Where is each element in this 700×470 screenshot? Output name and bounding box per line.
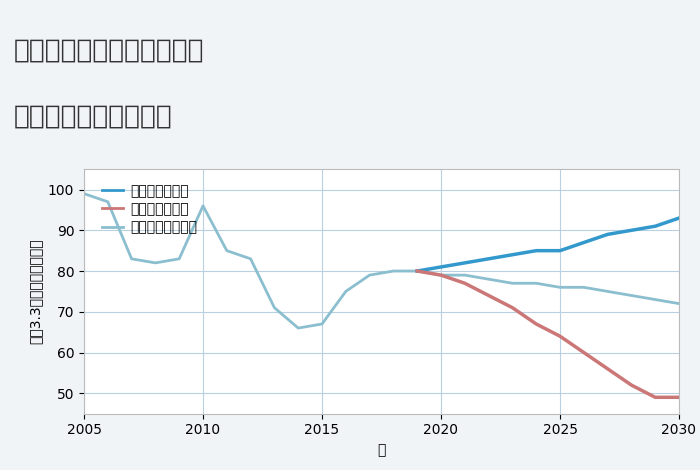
Y-axis label: 坪（3.3㎡）単価（万円）: 坪（3.3㎡）単価（万円） bbox=[28, 239, 42, 344]
X-axis label: 年: 年 bbox=[377, 443, 386, 457]
Text: 中古戸建ての価格推移: 中古戸建ての価格推移 bbox=[14, 103, 173, 129]
Text: 大阪府大阪市住吉区住吉の: 大阪府大阪市住吉区住吉の bbox=[14, 38, 204, 63]
Legend: グッドシナリオ, バッドシナリオ, ノーマルシナリオ: グッドシナリオ, バッドシナリオ, ノーマルシナリオ bbox=[97, 179, 203, 240]
